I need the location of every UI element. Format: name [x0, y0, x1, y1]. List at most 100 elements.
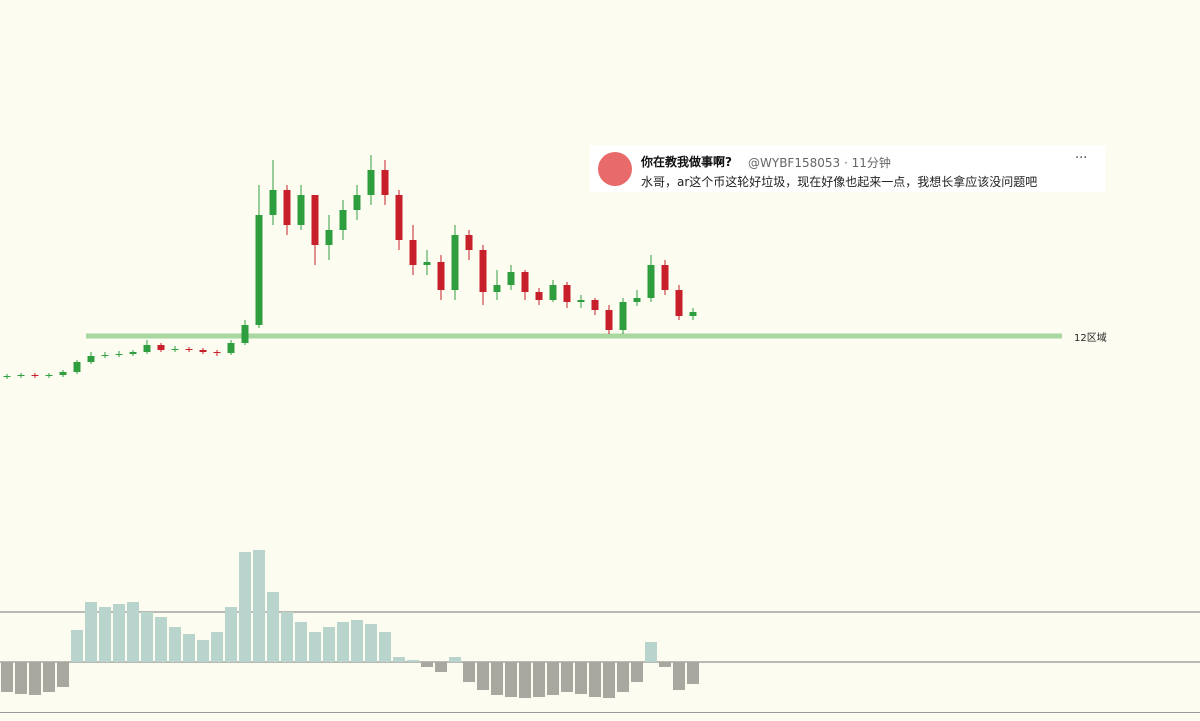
tweet-name[interactable]: 你在教我做事啊? — [641, 155, 732, 169]
histogram-bar — [687, 662, 699, 684]
avatar[interactable] — [598, 152, 632, 186]
histogram-bar — [519, 662, 531, 698]
candle-body — [619, 302, 627, 330]
candle-body — [255, 215, 263, 325]
histogram-bar — [1, 662, 13, 692]
histogram-bar — [211, 632, 223, 662]
histogram-bar — [589, 662, 601, 697]
histogram-bar — [659, 662, 671, 667]
histogram-bar — [239, 552, 251, 662]
histogram-bar — [281, 612, 293, 662]
histogram-bar — [169, 627, 181, 662]
candle-body — [17, 375, 25, 376]
tweet-menu[interactable]: ··· — [1075, 151, 1088, 166]
candle-body — [563, 285, 571, 302]
candle-body — [605, 310, 613, 330]
histogram-bar — [127, 602, 139, 662]
candle-body — [269, 190, 277, 215]
level-label: 12区域 — [1074, 331, 1107, 344]
candle-body — [73, 362, 81, 372]
histogram-bar — [295, 622, 307, 662]
candle-body — [535, 292, 543, 300]
candle-body — [199, 350, 207, 352]
histogram-bar — [533, 662, 545, 697]
candle-body — [577, 300, 585, 302]
candle-body — [479, 250, 487, 292]
histogram-bar — [113, 604, 125, 662]
candle-body — [213, 352, 221, 353]
histogram-bar — [155, 617, 167, 662]
histogram-bar — [477, 662, 489, 690]
candle-body — [647, 265, 655, 298]
candle-body — [353, 195, 361, 210]
candle-body — [101, 355, 109, 356]
candle-body — [325, 230, 333, 245]
candle-body — [451, 235, 459, 290]
candle-body — [423, 262, 431, 265]
candle-body — [115, 354, 123, 355]
candle-body — [87, 356, 95, 362]
histogram-bar — [673, 662, 685, 690]
histogram-bar — [337, 622, 349, 662]
candle-body — [311, 195, 319, 245]
histogram-bar — [603, 662, 615, 698]
candle-body — [675, 290, 683, 316]
candle-body — [143, 345, 151, 352]
histogram-bar — [491, 662, 503, 695]
histogram-bar — [575, 662, 587, 694]
histogram-bar — [57, 662, 69, 687]
histogram-bar — [407, 660, 419, 662]
candle-body — [171, 349, 179, 350]
tweet-card[interactable]: 你在教我做事啊? @WYBF158053 · 11分钟 ··· 水哥，ar这个币… — [590, 145, 1105, 192]
histogram-bar — [323, 627, 335, 662]
histogram-bar — [393, 657, 405, 662]
tweet-meta: @WYBF158053 · 11分钟 — [748, 156, 891, 170]
candle-body — [339, 210, 347, 230]
candle-body — [367, 170, 375, 195]
candle-body — [493, 285, 501, 292]
candle-body — [549, 285, 557, 300]
histogram-bar — [43, 662, 55, 692]
candle-body — [381, 170, 389, 195]
candle-body — [185, 349, 193, 350]
candle-body — [521, 272, 529, 292]
candle-body — [297, 195, 305, 225]
histogram-bar — [99, 607, 111, 662]
candle-body — [157, 345, 165, 350]
histogram-bar — [463, 662, 475, 682]
candle-body — [241, 325, 249, 343]
histogram-bar — [449, 657, 461, 662]
candle-body — [227, 343, 235, 353]
histogram-bar — [141, 612, 153, 662]
histogram-bar — [645, 642, 657, 662]
tweet-text: 水哥，ar这个币这轮好垃圾，现在好像也起来一点，我想长拿应该没问题吧 — [641, 175, 1038, 189]
candle-body — [59, 372, 67, 375]
histogram-bar — [631, 662, 643, 682]
candle-body — [129, 352, 137, 354]
histogram-bar — [15, 662, 27, 694]
histogram-bar — [351, 620, 363, 662]
histogram-bar — [379, 632, 391, 662]
candle-body — [633, 298, 641, 302]
histogram-bar — [197, 640, 209, 662]
histogram-bar — [183, 634, 195, 662]
candle-body — [465, 235, 473, 250]
histogram-bar — [561, 662, 573, 692]
candle-body — [689, 312, 697, 316]
histogram-bar — [253, 550, 265, 662]
candle-body — [395, 195, 403, 240]
histogram-bar — [225, 607, 237, 662]
candle-body — [3, 376, 11, 377]
histogram-bar — [29, 662, 41, 695]
histogram-bar — [85, 602, 97, 662]
candle-body — [31, 375, 39, 376]
histogram-bar — [547, 662, 559, 695]
histogram-bar — [617, 662, 629, 692]
histogram-bar — [267, 592, 279, 662]
candle-body — [507, 272, 515, 285]
candle-body — [45, 375, 53, 376]
candle-body — [591, 300, 599, 310]
histogram-bar — [309, 632, 321, 662]
